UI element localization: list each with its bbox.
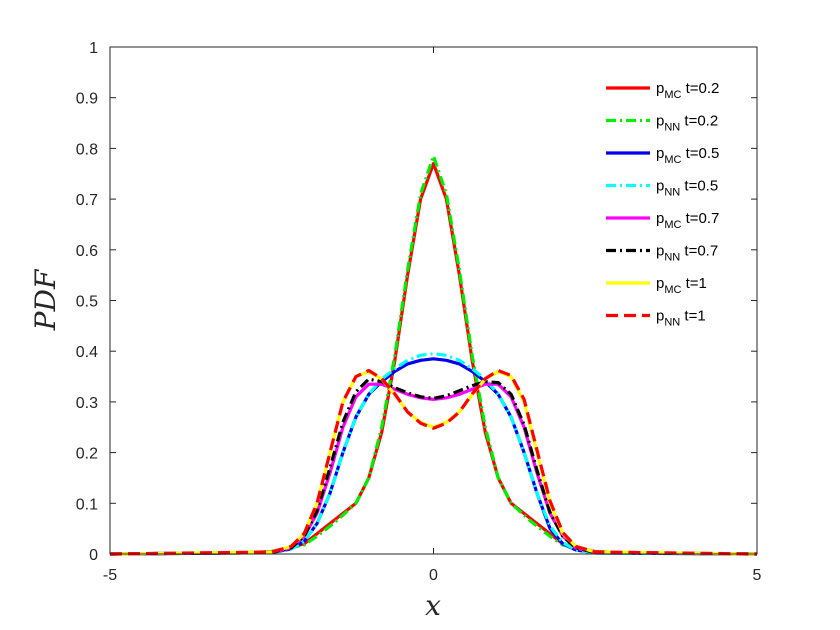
y-tick-label: 0.4: [76, 344, 98, 361]
y-axis-label: PDF: [29, 268, 62, 331]
y-tick-label: 0.9: [76, 91, 98, 108]
y-tick-label: 0.7: [76, 192, 98, 209]
ticks-group: -5 0 5 0 0.1 0.2 0.3 0.4 0.5 0.6 0.7 0.8 0.9 1: [76, 40, 762, 584]
series-line-4: [109, 352, 758, 556]
x-tick-label: 5: [753, 567, 762, 584]
legend: pMC t=0.2 pNN t=0.2 pMC t=0.5 pNN t=0.5 pMC …: [596, 66, 746, 334]
series-line-2: [109, 154, 758, 556]
x-tick-label: -5: [103, 567, 117, 584]
legend-label-3: pMC t=0.5: [656, 145, 719, 166]
legend-label-7: pMC t=1: [656, 275, 707, 296]
legend-label-4: pNN t=0.5: [656, 178, 718, 199]
series-line-1: [109, 162, 758, 556]
series-group: [109, 154, 758, 556]
legend-box: [596, 66, 746, 334]
series-line-6: [109, 377, 758, 556]
y-tick-label: 0.1: [76, 496, 98, 513]
y-tick-label: 0.5: [76, 294, 98, 311]
legend-label-6: pNN t=0.7: [656, 243, 718, 264]
legend-label-1: pMC t=0.2: [656, 80, 719, 101]
y-tick-label: 0.6: [76, 243, 98, 260]
y-tick-label: 0: [89, 547, 98, 564]
y-tick-label: 0.8: [76, 141, 98, 158]
legend-label-2: pNN t=0.2: [656, 113, 718, 134]
y-tick-label: 0.3: [76, 395, 98, 412]
y-tick-label: 0.2: [76, 446, 98, 463]
series-line-8: [109, 368, 758, 556]
x-tick-label: 0: [429, 567, 438, 584]
legend-label-5: pMC t=0.7: [656, 210, 719, 231]
y-tick-label: 1: [89, 40, 98, 57]
legend-label-8: pNN t=1: [656, 308, 706, 329]
x-axis-label: x: [425, 589, 441, 622]
